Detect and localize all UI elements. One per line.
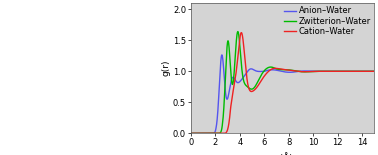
Cation–Water [349,70,353,72]
Anion–Water [220,54,224,56]
Anion–Water [349,70,353,72]
Cation–Water [259,80,263,82]
Anion–Water [209,132,214,134]
Zwitterion–Water [372,70,376,72]
Legend: Anion–Water, Zwitterion–Water, Cation–Water: Anion–Water, Zwitterion–Water, Cation–Wa… [283,6,372,37]
Anion–Water [369,70,373,72]
Cation–Water [209,132,214,134]
Zwitterion–Water [209,132,214,134]
Anion–Water [372,70,376,72]
Cation–Water [267,70,271,72]
Cation–Water [239,32,243,33]
Zwitterion–Water [349,70,353,72]
Line: Cation–Water: Cation–Water [191,33,374,133]
Cation–Water [220,132,225,134]
Anion–Water [267,69,271,71]
Cation–Water [189,132,193,134]
Anion–Water [189,132,193,134]
Zwitterion–Water [267,66,271,68]
Cation–Water [372,70,376,72]
Anion–Water [259,71,263,72]
Zwitterion–Water [369,70,373,72]
Zwitterion–Water [189,132,193,134]
Anion–Water [220,58,225,60]
Zwitterion–Water [220,121,225,123]
Line: Anion–Water: Anion–Water [191,55,374,133]
Zwitterion–Water [259,74,263,76]
Cation–Water [369,70,373,72]
Zwitterion–Water [235,31,240,33]
Line: Zwitterion–Water: Zwitterion–Water [191,32,374,133]
X-axis label: r (Å): r (Å) [273,153,293,155]
Y-axis label: g(r): g(r) [161,60,170,76]
